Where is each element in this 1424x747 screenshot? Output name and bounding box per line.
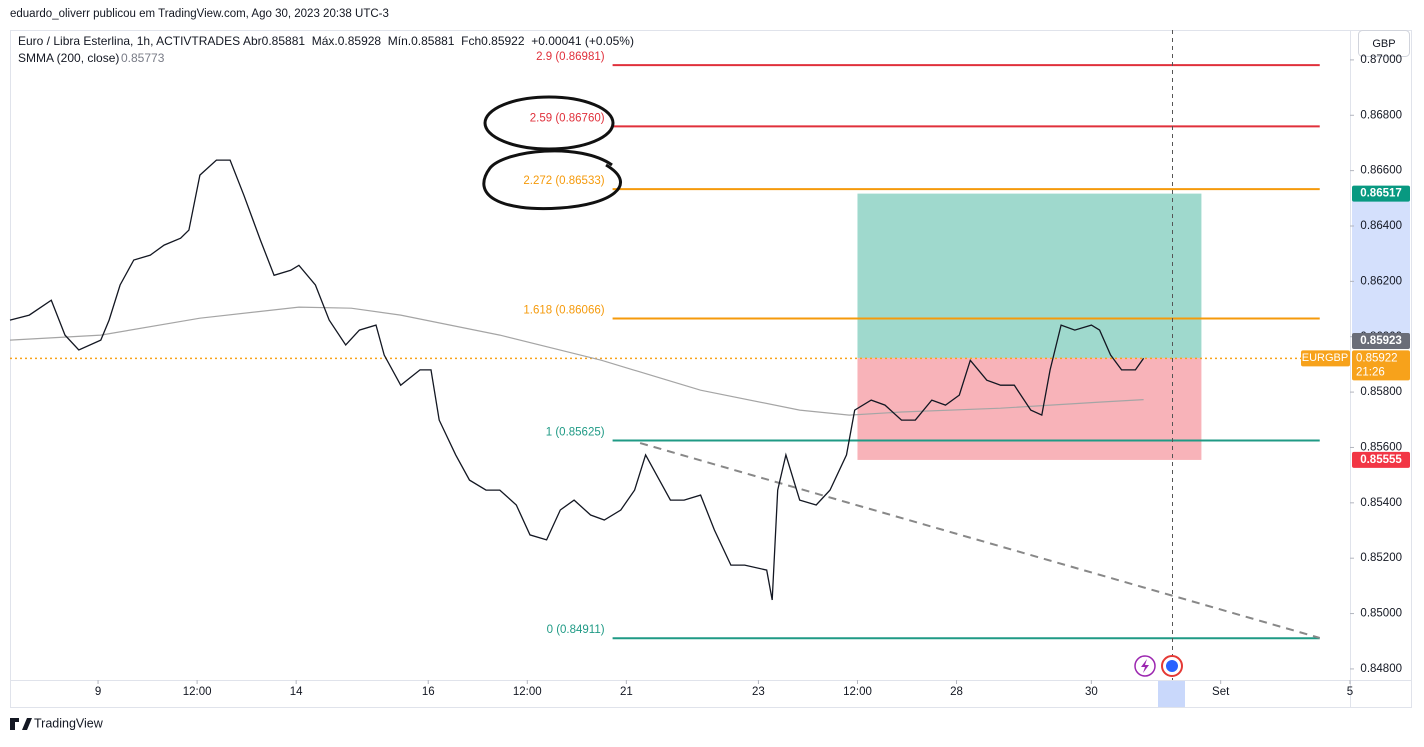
x-tick-label: 16 bbox=[422, 686, 435, 698]
chart-frame bbox=[10, 30, 1412, 708]
y-tick-label: 0.85000 bbox=[1360, 608, 1402, 620]
legend-indicator: SMMA (200, close) bbox=[18, 51, 119, 65]
flag-icon-glyph bbox=[1166, 660, 1178, 672]
legend-symbol: Euro / Libra Esterlina, 1h, ACTIVTRADES bbox=[18, 34, 240, 48]
footer-brand: TradingView bbox=[34, 716, 104, 730]
price-range-highlight bbox=[1352, 200, 1410, 340]
fib-label: 0 (0.84911) bbox=[547, 624, 605, 636]
time-range-highlight bbox=[1158, 681, 1185, 707]
y-tick-label: 0.85600 bbox=[1360, 441, 1402, 453]
entry-badge-label: 0.85923 bbox=[1360, 335, 1402, 347]
hand-drawn-circle bbox=[482, 149, 622, 211]
fib-label: 2.59 (0.86760) bbox=[530, 112, 605, 124]
plot-area: 2.9 (0.86981) 2.59 (0.86760) 2.272 (0.8653… bbox=[9, 51, 1350, 640]
indicator-line bbox=[9, 306, 1144, 416]
hand-drawn-circle bbox=[483, 95, 615, 151]
x-tick-label: 30 bbox=[1085, 686, 1098, 698]
legend-ohlc: Abr0.85881 Máx.0.85928 Mín.0.85881 Fch0.… bbox=[243, 34, 634, 48]
x-tick-label: 21 bbox=[620, 686, 633, 698]
fib-label: 2.272 (0.86533) bbox=[523, 175, 604, 187]
y-tick-label: 0.87000 bbox=[1360, 54, 1402, 66]
stop-badge-label: 0.85555 bbox=[1360, 454, 1402, 466]
countdown-label: 21:26 bbox=[1356, 366, 1385, 378]
x-tick-label: 12:00 bbox=[513, 686, 542, 698]
tradingview-logo bbox=[10, 718, 32, 730]
symbol-badge bbox=[1301, 350, 1350, 367]
last-price-badge bbox=[1352, 350, 1410, 381]
y-tick-label: 0.86800 bbox=[1360, 109, 1402, 121]
fib-label: 1.618 (0.86066) bbox=[523, 304, 604, 316]
currency-button[interactable] bbox=[1358, 30, 1410, 57]
symbol-badge-label: EURGBP bbox=[1302, 352, 1348, 364]
currency-label[interactable]: GBP bbox=[1372, 38, 1395, 50]
target-badge bbox=[1352, 185, 1410, 202]
x-tick-label: 5 bbox=[1347, 686, 1353, 698]
fib-label: 1 (0.85625) bbox=[546, 427, 605, 439]
attribution: eduardo_oliverr publicou em TradingView.… bbox=[10, 8, 389, 20]
last-price-label: 0.85922 bbox=[1356, 352, 1398, 364]
fib-label: 2.9 (0.86981) bbox=[536, 51, 605, 63]
y-tick-label: 0.86400 bbox=[1360, 220, 1402, 232]
y-tick-label: 0.85200 bbox=[1360, 552, 1402, 564]
trendline bbox=[639, 442, 1321, 639]
legend-indicator-value: 0.85773 bbox=[121, 51, 165, 65]
x-tick-label: Set bbox=[1212, 686, 1230, 698]
event-icon-glyph bbox=[1141, 659, 1149, 673]
price-line bbox=[9, 159, 1145, 601]
stop-badge bbox=[1352, 451, 1410, 468]
x-tick-label: 28 bbox=[950, 686, 963, 698]
target-zone bbox=[857, 193, 1202, 359]
entry-badge bbox=[1352, 333, 1410, 350]
x-tick-label: 23 bbox=[752, 686, 765, 698]
x-tick-label: 12:00 bbox=[183, 686, 212, 698]
x-tick-label: 14 bbox=[290, 686, 303, 698]
y-tick-label: 0.85800 bbox=[1360, 386, 1402, 398]
y-tick-label: 0.84800 bbox=[1360, 663, 1402, 675]
y-tick-label: 0.86600 bbox=[1360, 165, 1402, 177]
y-tick-label: 0.85400 bbox=[1360, 497, 1402, 509]
y-tick-label: 0.86200 bbox=[1360, 275, 1402, 287]
target-badge-label: 0.86517 bbox=[1360, 188, 1402, 200]
x-tick-label: 12:00 bbox=[843, 686, 872, 698]
x-tick-label: 9 bbox=[95, 686, 101, 698]
